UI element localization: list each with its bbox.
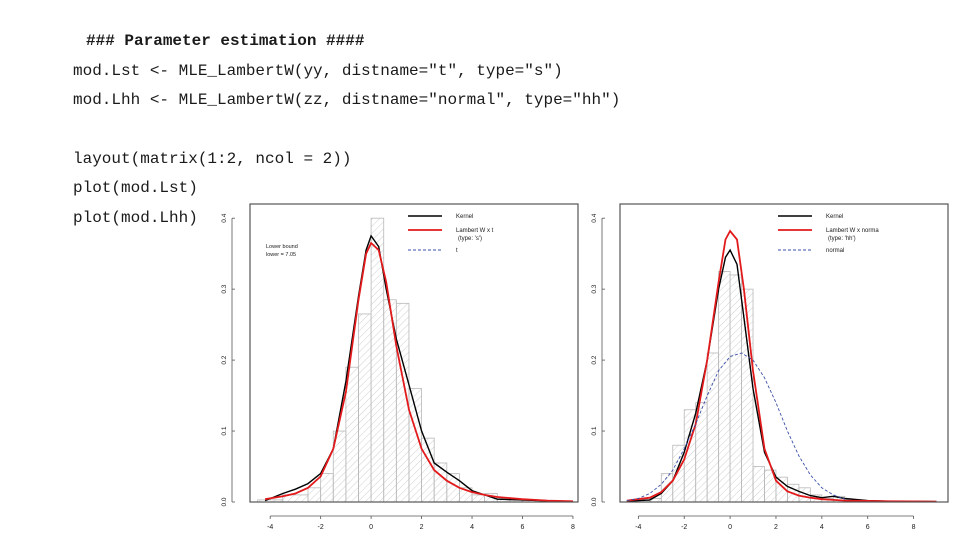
- legend-label: Kernel: [826, 214, 843, 220]
- x-tick-label: 0: [369, 524, 373, 531]
- annotation-text: Lower bound: [266, 244, 298, 250]
- x-tick-label: 8: [912, 524, 916, 531]
- plot-frame: [249, 203, 579, 503]
- histogram-bar: [718, 271, 731, 503]
- code-line-mod-lst: mod.Lst <- MLE_LambertW(yy, distname="t"…: [73, 62, 563, 80]
- code-line-layout: layout(matrix(1:2, ncol = 2)): [73, 150, 352, 168]
- x-tick-label: 2: [774, 524, 778, 531]
- x-tick-label: 6: [521, 524, 525, 531]
- code-block: ### Parameter estimation #### mod.Lst <-…: [0, 0, 960, 240]
- y-tick-label: 0.2: [221, 355, 228, 364]
- histogram-bar: [752, 466, 765, 503]
- x-tick-label: 0: [728, 524, 732, 531]
- plot-frame: [619, 203, 949, 503]
- y-tick-label: 0.3: [591, 284, 598, 293]
- histogram-bar: [320, 473, 334, 503]
- x-tick-label: 2: [420, 524, 424, 531]
- plot-lambert-normal: -4 -2 0 2 4 6 8 0.0 0.1 0.2 0.3 0.4 Kernel Lambert W …: [588, 196, 950, 534]
- y-tick-label: 0.0: [591, 497, 598, 506]
- code-comment-line: ### Parameter estimation ####: [86, 32, 365, 50]
- code-line-plot-lst: plot(mod.Lst): [73, 179, 198, 197]
- legend-label: Lambert W x norma: [826, 228, 879, 234]
- x-tick-label: 8: [571, 524, 575, 531]
- histogram-bar: [672, 444, 685, 503]
- x-tick-label: -2: [681, 524, 687, 531]
- legend-label: t: [456, 248, 458, 254]
- code-line-plot-lhh: plot(mod.Lhh): [73, 209, 198, 227]
- y-tick-label: 0.1: [221, 426, 228, 435]
- x-tick-label: -4: [267, 524, 273, 531]
- histogram-bar: [729, 274, 742, 503]
- x-tick-label: 4: [820, 524, 824, 531]
- density-line-kernel: [626, 248, 937, 503]
- x-tick-label: 6: [866, 524, 870, 531]
- plot-lambert-t: -4 -2 0 2 4 6 8 0.0 0.1 0.2 0.3 0.4 Kernel Lambert W …: [218, 196, 580, 534]
- density-line-base: [626, 352, 845, 502]
- y-tick-label: 0.4: [221, 213, 228, 222]
- annotation-text: lower = 7.05: [266, 252, 296, 258]
- y-tick-label: 0.2: [591, 355, 598, 364]
- histogram-bar: [345, 366, 359, 503]
- histogram-bar: [433, 462, 448, 503]
- legend-label: Lambert W x t: [456, 228, 494, 234]
- x-tick-label: 4: [470, 524, 474, 531]
- legend-sublabel: (type: 's'): [458, 236, 482, 242]
- code-line-mod-lhh: mod.Lhh <- MLE_LambertW(zz, distname="no…: [73, 91, 621, 109]
- plot-lambert-normal-svg: -4 -2 0 2 4 6 8 0.0 0.1 0.2 0.3 0.4 Kernel Lambert W …: [591, 203, 949, 531]
- histogram-bar: [307, 487, 322, 503]
- histogram-bar: [471, 494, 486, 503]
- density-line-lambert: [626, 229, 937, 503]
- x-tick-label: -4: [635, 524, 641, 531]
- legend-label: Kernel: [456, 214, 473, 220]
- legend-sublabel: (type: 'hh'): [828, 236, 856, 242]
- y-tick-label: 0.1: [591, 426, 598, 435]
- legend-label: normal: [826, 248, 844, 254]
- y-tick-label: 0.0: [221, 497, 228, 506]
- y-tick-label: 0.3: [221, 284, 228, 293]
- histogram-bar: [446, 473, 460, 503]
- y-tick-label: 0.4: [591, 213, 598, 222]
- density-line-lambert: [264, 241, 574, 503]
- histogram-bar: [358, 313, 372, 503]
- plot-lambert-t-svg: -4 -2 0 2 4 6 8 0.0 0.1 0.2 0.3 0.4 Kernel Lambert W …: [221, 203, 579, 531]
- x-tick-label: -2: [318, 524, 324, 531]
